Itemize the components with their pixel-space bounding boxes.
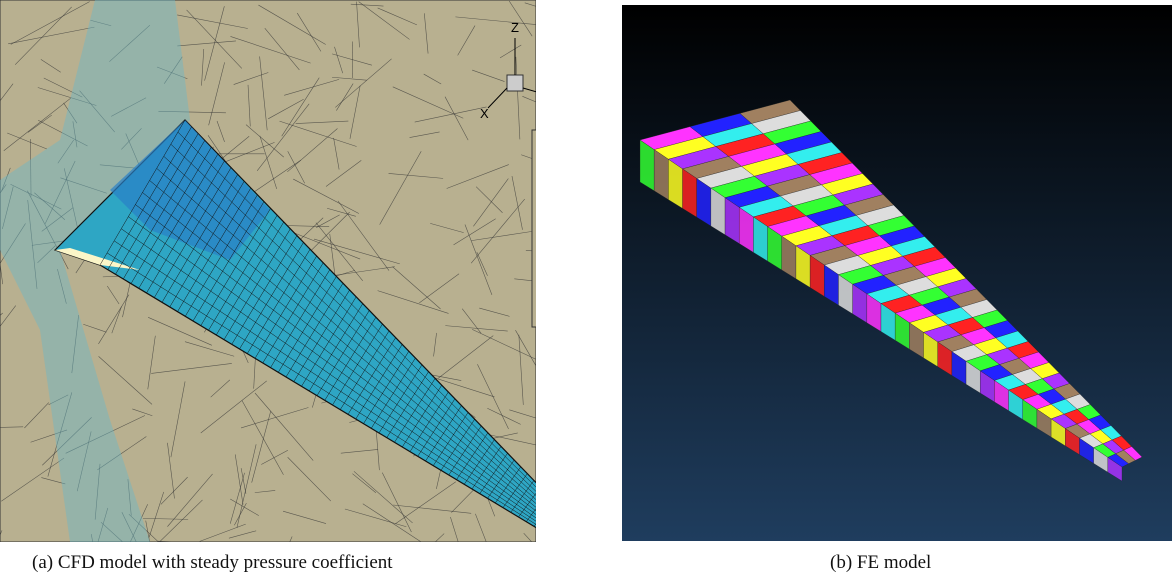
axis-z: Z [511,20,519,35]
cfd-panel: Z Y X cp 10.80.60.40.20-0.2-0.4-0.6-0.8-… [0,0,536,542]
colorbar: cp 10.80.60.40.20-0.2-0.4-0.6-0.8-1 [532,130,536,327]
fe-panel [622,5,1172,541]
triad-cube [507,75,523,91]
caption-b: (b) FE model [830,552,931,574]
caption-a: (a) CFD model with steady pressure coeff… [32,552,393,574]
axis-x: X [480,106,489,121]
figure: Z Y X cp 10.80.60.40.20-0.2-0.4-0.6-0.8-… [0,0,1172,584]
colorbar-frame [532,130,536,327]
